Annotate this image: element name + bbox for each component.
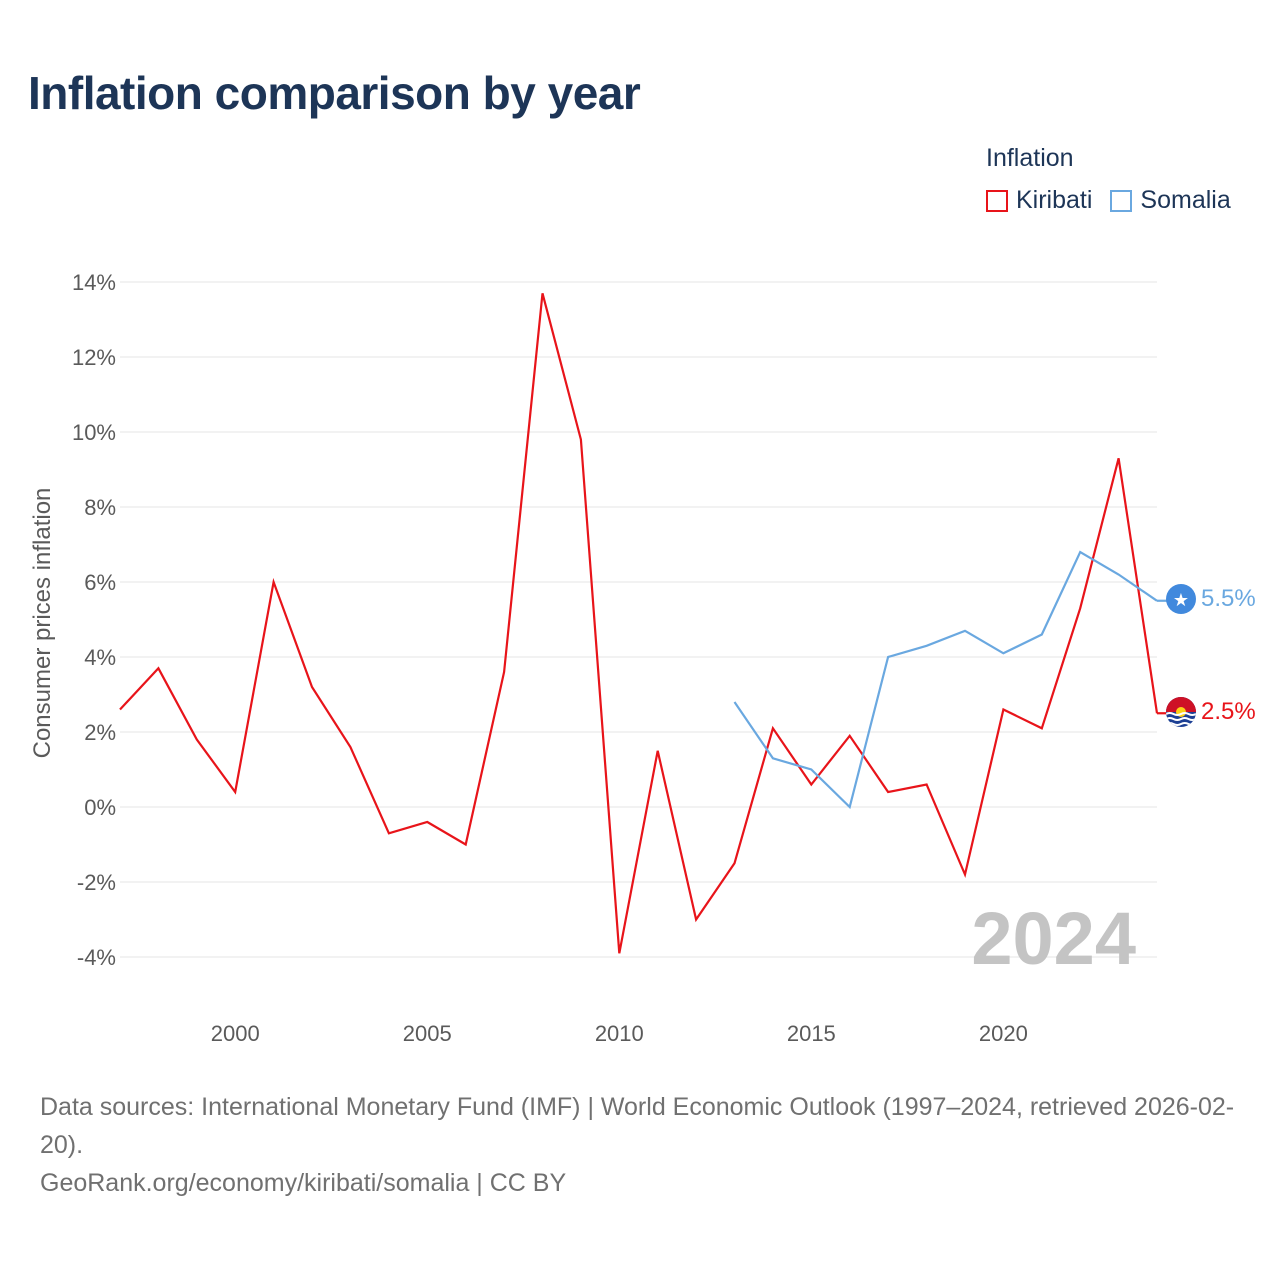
x-tick-label: 2005	[403, 1021, 452, 1046]
year-watermark: 2024	[971, 897, 1136, 980]
y-tick-label: 10%	[72, 420, 116, 445]
legend-label-kiribati: Kiribati	[1016, 186, 1093, 214]
series-lines	[119, 293, 1167, 954]
legend-title: Inflation	[986, 144, 1074, 172]
somalia-flag-icon: ★	[1166, 584, 1196, 614]
legend-item-kiribati[interactable]: Kiribati	[986, 186, 1092, 215]
series-line-somalia[interactable]	[733, 550, 1158, 810]
series-line-kiribati[interactable]	[119, 293, 1159, 954]
footer: Data sources: International Monetary Fun…	[40, 1088, 1250, 1202]
x-tick-label: 2020	[979, 1021, 1028, 1046]
y-axis-ticks: -4% -2% 0% 2% 4% 6% 8% 10% 12% 14%	[72, 270, 116, 970]
x-tick-label: 2010	[595, 1021, 644, 1046]
credit-link[interactable]: GeoRank.org/economy/kiribati/somalia | C…	[40, 1169, 567, 1197]
y-tick-label: 8%	[84, 495, 116, 520]
y-tick-label: -4%	[77, 945, 116, 970]
x-axis-ticks: 2000 2005 2010 2015 2020	[211, 1021, 1028, 1046]
legend-swatch-somalia	[1110, 189, 1133, 212]
y-tick-label: 2%	[84, 720, 116, 745]
y-tick-label: 4%	[84, 645, 116, 670]
y-tick-label: 12%	[72, 345, 116, 370]
legend: Kiribati Somalia	[986, 186, 1249, 215]
y-tick-label: 6%	[84, 570, 116, 595]
svg-text:★: ★	[1173, 590, 1189, 611]
kiribati-flag-icon	[1166, 697, 1196, 727]
y-tick-label: 14%	[72, 270, 116, 295]
y-tick-label: -2%	[77, 870, 116, 895]
x-tick-label: 2015	[787, 1021, 836, 1046]
end-label-kiribati: 2.5%	[1201, 698, 1256, 725]
chart-title: Inflation comparison by year	[28, 67, 641, 119]
legend-swatch-kiribati	[986, 189, 1008, 212]
y-axis-label: Consumer prices inflation	[29, 488, 56, 759]
legend-label-somalia: Somalia	[1140, 186, 1231, 214]
data-sources: Data sources: International Monetary Fun…	[40, 1093, 1235, 1159]
end-label-somalia: 5.5%	[1201, 585, 1256, 612]
x-tick-label: 2000	[211, 1021, 260, 1046]
legend-item-somalia[interactable]: Somalia	[1110, 186, 1231, 215]
y-tick-label: 0%	[84, 795, 116, 820]
grid-lines	[120, 281, 1157, 958]
